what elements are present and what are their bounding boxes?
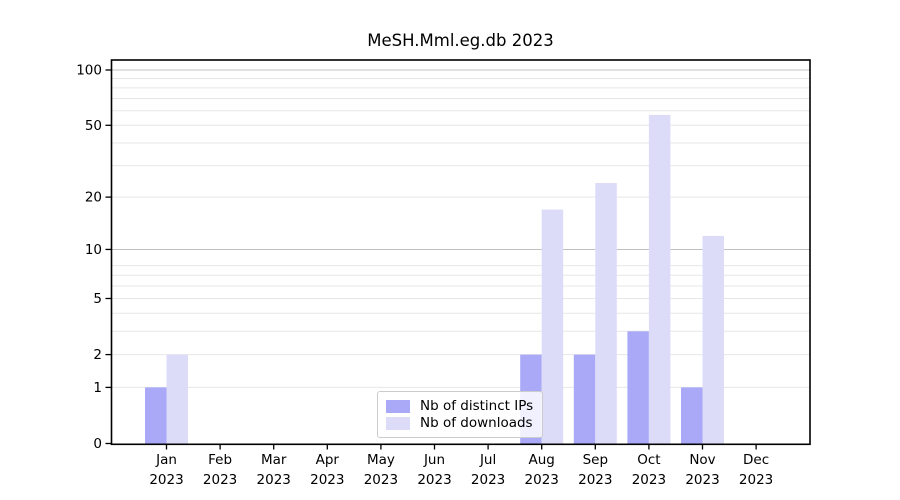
x-tick-label-month: Feb <box>208 452 232 468</box>
x-tick-label-month: Apr <box>316 452 340 468</box>
legend-swatch-downloads <box>386 417 410 430</box>
x-tick-label-month: Nov <box>689 452 715 468</box>
x-tick-label-year: 2023 <box>257 472 291 488</box>
x-tick-label-month: Dec <box>743 452 769 468</box>
bar-downloads-sep <box>595 182 617 444</box>
x-tick-label-year: 2023 <box>525 472 559 488</box>
y-tick-label: 5 <box>93 291 102 307</box>
chart-title: MeSH.Mml.eg.db 2023 <box>367 31 554 50</box>
legend-label-downloads: Nb of downloads <box>420 415 533 431</box>
legend-swatch-distinct-ips <box>386 400 410 413</box>
y-tick-label: 50 <box>85 118 102 134</box>
y-tick-label: 10 <box>85 242 102 258</box>
legend-item-distinct-ips: Nb of distinct IPs <box>386 399 533 414</box>
x-tick-label-month: Jan <box>155 452 177 468</box>
x-tick-label-month: Jul <box>479 452 496 468</box>
x-tick-label-year: 2023 <box>471 472 505 488</box>
legend-label-distinct-ips: Nb of distinct IPs <box>420 398 534 414</box>
x-tick-label-month: Aug <box>529 452 555 468</box>
x-tick-label-year: 2023 <box>364 472 398 488</box>
x-tick-label-year: 2023 <box>685 472 719 488</box>
y-tick-label: 1 <box>93 380 102 396</box>
x-tick-label-year: 2023 <box>632 472 666 488</box>
x-tick-label-year: 2023 <box>739 472 773 488</box>
x-tick-label-year: 2023 <box>310 472 344 488</box>
bar-downloads-nov <box>702 235 724 444</box>
y-tick-label: 100 <box>76 63 102 79</box>
y-tick-label: 20 <box>85 190 102 206</box>
legend-item-downloads: Nb of downloads <box>386 416 533 431</box>
bar-downloads-jan <box>166 354 188 444</box>
x-tick-label-year: 2023 <box>203 472 237 488</box>
x-tick-label-month: Mar <box>261 452 287 468</box>
x-tick-label-month: May <box>367 452 395 468</box>
bar-distinct-ips-oct <box>627 331 649 444</box>
x-tick-label-month: Oct <box>637 452 660 468</box>
bar-downloads-oct <box>648 114 671 444</box>
x-tick-label-month: Sep <box>583 452 608 468</box>
axes-spines <box>110 59 811 446</box>
bar-distinct-ips-jan <box>145 387 167 444</box>
bar-downloads-aug <box>541 209 564 444</box>
legend: Nb of distinct IPs Nb of downloads <box>377 391 543 438</box>
bar-distinct-ips-nov <box>681 387 703 444</box>
x-tick-label-year: 2023 <box>578 472 612 488</box>
x-tick-label-year: 2023 <box>417 472 451 488</box>
bar-distinct-ips-sep <box>573 354 596 444</box>
y-tick-label: 0 <box>93 436 102 452</box>
x-tick-label-month: Jun <box>423 452 445 468</box>
x-tick-label-year: 2023 <box>149 472 183 488</box>
y-tick-label: 2 <box>93 347 102 363</box>
